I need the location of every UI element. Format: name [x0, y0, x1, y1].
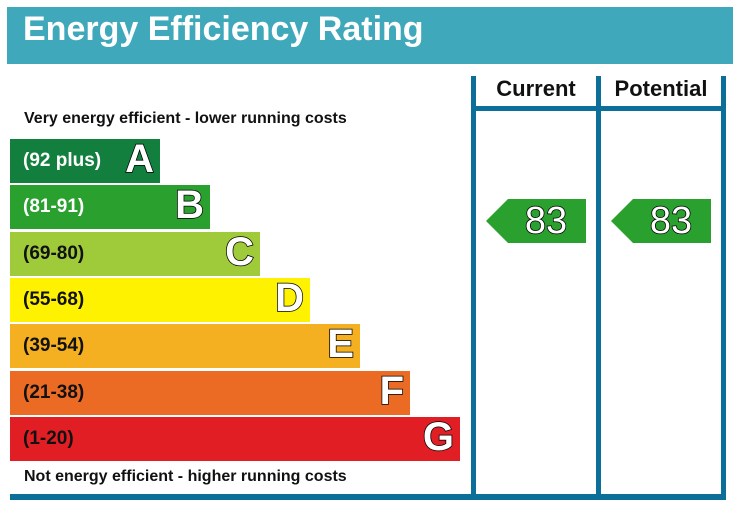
- band-letter: C: [224, 229, 254, 275]
- band-letter: A: [124, 136, 154, 182]
- title-bar: [7, 7, 733, 64]
- column-header-potential: Potential: [614, 76, 708, 101]
- band-f: (21-38) F: [10, 368, 410, 415]
- grid-line: [596, 76, 601, 500]
- band-b: (81-91) B: [10, 183, 210, 230]
- column-header-current: Current: [496, 76, 576, 101]
- current-rating-arrow: 83: [486, 199, 586, 243]
- band-range: (69-80): [23, 242, 85, 264]
- bottom-caption: Not energy efficient - higher running co…: [24, 468, 347, 485]
- band-range: (92 plus): [23, 150, 102, 171]
- band-letter: G: [422, 414, 455, 460]
- band-letter: E: [327, 321, 355, 367]
- grid-line: [471, 76, 476, 500]
- band-e: (39-54) E: [10, 321, 360, 369]
- band-c: (69-80) C: [10, 229, 260, 276]
- band-a: (92 plus) A: [10, 136, 160, 183]
- band-letter: D: [274, 275, 304, 321]
- band-range: (21-38): [23, 381, 85, 403]
- band-letter: B: [174, 183, 204, 229]
- grid-line: [10, 494, 726, 500]
- band-g: (1-20) G: [10, 414, 460, 461]
- band-range: (39-54): [23, 335, 85, 357]
- top-caption: Very energy efficient - lower running co…: [24, 110, 347, 127]
- band-range: (55-68): [23, 288, 85, 310]
- band-range: (81-91): [23, 196, 85, 218]
- band-range: (1-20): [23, 427, 74, 449]
- band-d: (55-68) D: [10, 275, 310, 322]
- potential-rating-arrow: 83: [611, 199, 711, 243]
- band-letter: F: [379, 368, 405, 414]
- potential-rating-value: 83: [649, 199, 693, 243]
- grid-line: [721, 76, 726, 500]
- current-rating-value: 83: [524, 199, 568, 243]
- grid-line: [471, 106, 726, 111]
- chart-title: Energy Efficiency Rating: [23, 10, 424, 48]
